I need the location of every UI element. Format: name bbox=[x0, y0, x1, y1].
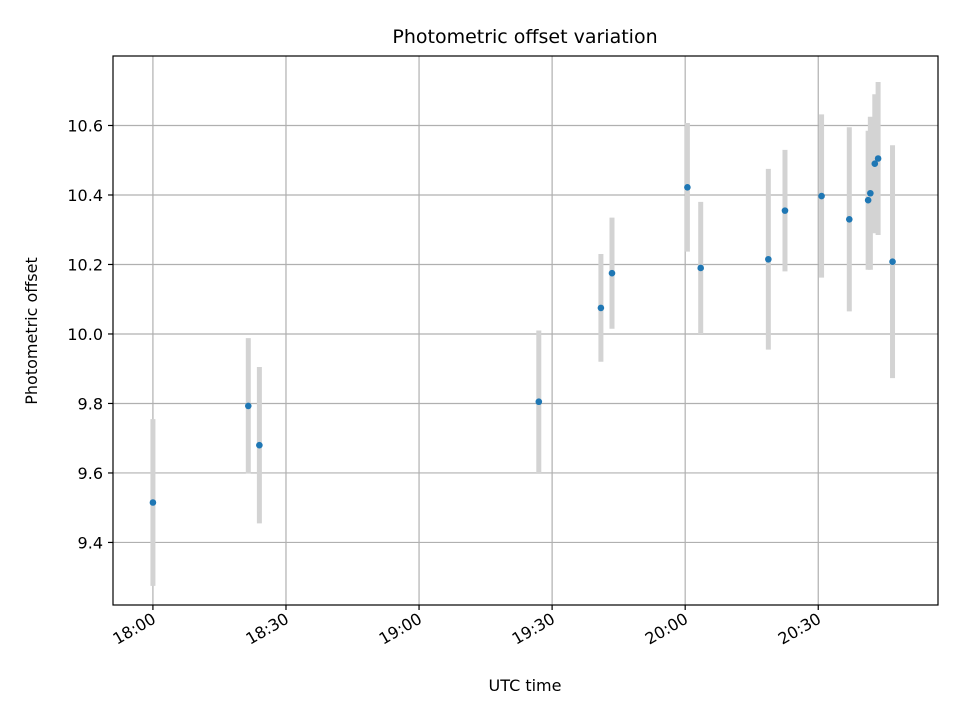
data-point bbox=[864, 196, 872, 204]
data-point bbox=[889, 258, 896, 266]
data-point bbox=[597, 304, 605, 312]
data-point bbox=[697, 264, 705, 272]
y-axis-label: Photometric offset bbox=[22, 257, 41, 405]
x-axis-label: UTC time bbox=[489, 676, 562, 695]
y-tick-label: 10.2 bbox=[67, 255, 103, 274]
data-point bbox=[781, 207, 789, 214]
y-tick-label: 10.6 bbox=[67, 116, 103, 135]
data-point bbox=[244, 402, 252, 410]
chart-title: Photometric offset variation bbox=[392, 26, 657, 48]
data-point bbox=[149, 499, 157, 506]
data-point bbox=[765, 255, 772, 263]
data-points bbox=[149, 155, 896, 506]
data-point bbox=[608, 269, 616, 277]
y-tick-label: 9.4 bbox=[78, 533, 103, 552]
data-point bbox=[818, 192, 825, 200]
data-point bbox=[256, 441, 263, 449]
y-tick-label: 9.8 bbox=[78, 394, 103, 413]
data-point bbox=[684, 184, 691, 191]
data-point bbox=[535, 398, 543, 406]
y-tick-label: 10.0 bbox=[67, 325, 103, 344]
data-point bbox=[871, 160, 879, 168]
data-point bbox=[845, 216, 853, 223]
y-tick-label: 9.6 bbox=[78, 464, 103, 483]
data-point bbox=[867, 189, 874, 197]
data-point bbox=[874, 155, 882, 162]
y-tick-label: 10.4 bbox=[67, 186, 103, 205]
y-axis-ticks: 9.4 9.6 9.8 10.0 10.2 10.4 10.6 bbox=[67, 116, 113, 552]
plot-frame bbox=[112, 55, 939, 606]
